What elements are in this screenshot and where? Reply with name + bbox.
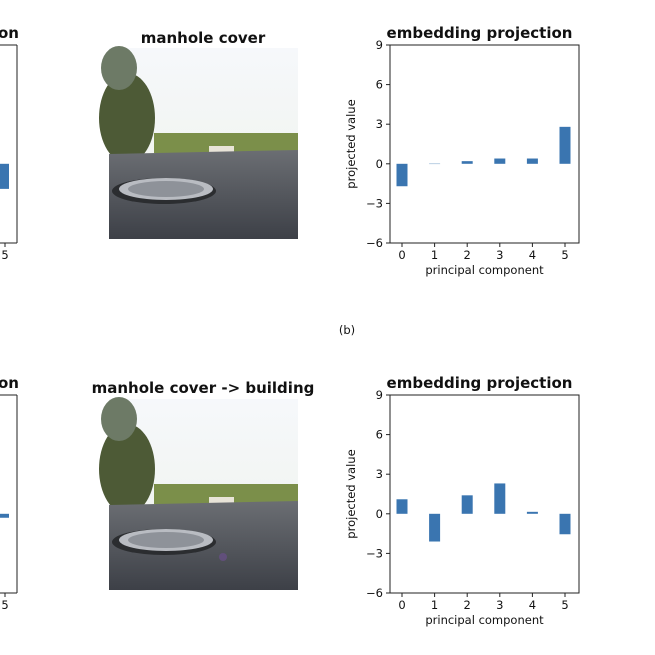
x-tick-label: 5 xyxy=(1,598,8,612)
chart-title: embedding projection xyxy=(387,24,573,42)
bar-3 xyxy=(494,158,506,164)
plot-frame xyxy=(389,44,580,244)
image-caption: manhole cover -> building xyxy=(92,379,315,397)
y-tick-label: −6 xyxy=(366,236,383,250)
y-tick-label: 6 xyxy=(376,428,383,442)
x-tick-label: 5 xyxy=(561,248,568,262)
bar xyxy=(0,513,9,518)
partial-title: on xyxy=(0,24,19,42)
x-axis-label: principal component xyxy=(425,613,544,627)
y-tick-label: −3 xyxy=(366,196,383,210)
bar-4 xyxy=(526,511,538,514)
y-tick-label: 9 xyxy=(376,388,383,402)
bar-0 xyxy=(396,499,408,514)
y-tick-label: 6 xyxy=(376,78,383,92)
x-tick-label: 1 xyxy=(431,598,438,612)
y-tick-label: −3 xyxy=(366,546,383,560)
bar-0 xyxy=(396,163,408,187)
x-tick-label: 0 xyxy=(398,248,405,262)
y-tick-label: 0 xyxy=(376,507,383,521)
bar-5 xyxy=(559,513,571,535)
bar-3 xyxy=(494,483,506,514)
x-tick-label: 4 xyxy=(529,598,536,612)
y-tick-label: −6 xyxy=(366,586,383,600)
embedding-projection-chart-bottom: embedding projection 9 6 3 0 −3 −6 0 1 2 3 4 5 princi… xyxy=(344,374,580,627)
road-manhole-photo-perturbed-icon xyxy=(99,397,298,590)
x-axis-label: principal component xyxy=(425,263,544,277)
partial-title: on xyxy=(0,374,19,392)
bar-2 xyxy=(461,495,473,514)
x-tick-label: 5 xyxy=(1,248,8,262)
image-perturbed: manhole cover -> building xyxy=(92,379,315,590)
y-axis-label: projected value xyxy=(344,99,358,188)
bar-1 xyxy=(429,513,441,542)
x-tick-label: 1 xyxy=(431,248,438,262)
embedding-projection-chart-top: embedding projection 9 6 3 0 −3 −6 0 1 2 3 4 5 princi… xyxy=(344,24,580,277)
chart-title: embedding projection xyxy=(387,374,573,392)
y-tick-label: 0 xyxy=(376,157,383,171)
plot-frame xyxy=(389,394,580,594)
bar-2 xyxy=(461,161,473,164)
y-tick-label: 3 xyxy=(376,467,383,481)
x-tick-label: 4 xyxy=(529,248,536,262)
image-original: manhole cover xyxy=(99,29,298,239)
y-tick-label: 3 xyxy=(376,117,383,131)
bar-5 xyxy=(559,126,571,164)
bar xyxy=(0,163,9,189)
road-manhole-photo-icon xyxy=(99,46,298,239)
bar-4 xyxy=(526,158,538,164)
partial-chart-bottom: on 5 xyxy=(0,374,19,612)
partial-chart-top: on 5 xyxy=(0,24,19,262)
y-axis-label: projected value xyxy=(344,449,358,538)
x-tick-label: 3 xyxy=(496,248,503,262)
y-tick-label: 9 xyxy=(376,38,383,52)
x-tick-label: 0 xyxy=(398,598,405,612)
image-caption: manhole cover xyxy=(141,29,266,47)
x-tick-label: 5 xyxy=(561,598,568,612)
panel-label: (b) xyxy=(339,323,355,337)
bar-1 xyxy=(429,163,441,165)
x-tick-label: 2 xyxy=(464,598,471,612)
x-tick-label: 2 xyxy=(464,248,471,262)
x-tick-label: 3 xyxy=(496,598,503,612)
